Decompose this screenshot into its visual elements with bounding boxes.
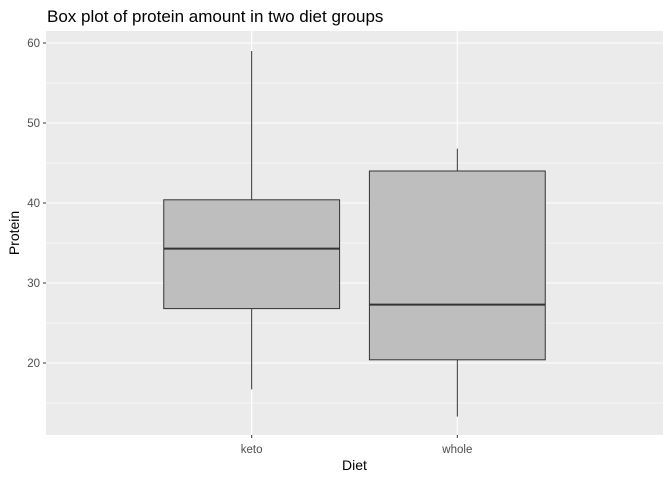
y-tick-label: 30 xyxy=(27,278,40,290)
x-tick-label: whole xyxy=(441,444,472,456)
iqr-box xyxy=(163,199,341,310)
y-axis-ticks: 20 30 40 50 60 xyxy=(27,38,46,370)
box-whole xyxy=(368,148,546,417)
y-tick-label: 40 xyxy=(27,198,40,210)
plot-panel xyxy=(46,31,663,435)
x-axis-title: Diet xyxy=(342,457,367,473)
y-axis-title: Protein xyxy=(6,211,22,255)
y-tick-label: 60 xyxy=(27,38,40,50)
y-tick-label: 50 xyxy=(27,118,40,130)
box-keto xyxy=(163,51,341,390)
x-tick-label: keto xyxy=(241,444,263,456)
chart-title: Box plot of protein amount in two diet g… xyxy=(47,7,383,26)
y-tick-label: 20 xyxy=(27,358,40,370)
iqr-box xyxy=(368,170,546,361)
x-axis-ticks: keto whole xyxy=(241,435,472,456)
boxes xyxy=(163,51,546,417)
